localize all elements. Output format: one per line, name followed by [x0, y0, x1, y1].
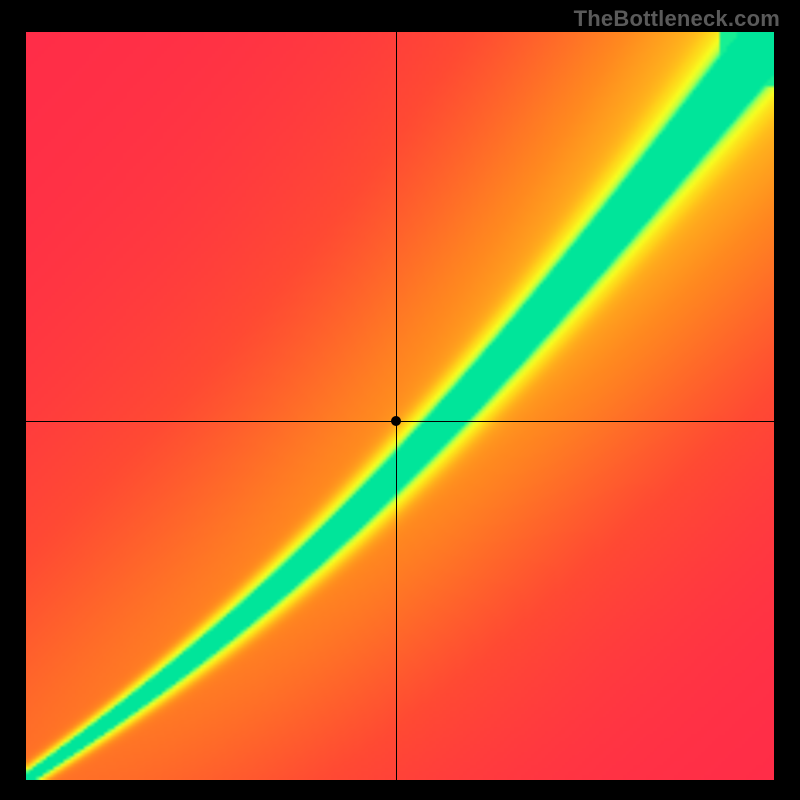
crosshair-vertical: [396, 32, 397, 780]
bottleneck-heatmap: [26, 32, 774, 780]
chart-container: TheBottleneck.com: [0, 0, 800, 800]
watermark-text: TheBottleneck.com: [574, 6, 780, 32]
